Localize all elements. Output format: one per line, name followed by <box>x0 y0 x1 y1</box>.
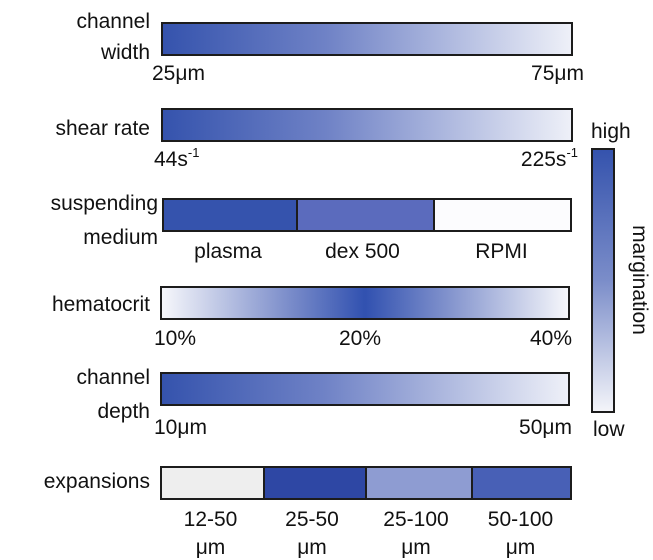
margination-scale-bar <box>591 148 615 413</box>
expansions-bar <box>160 466 572 500</box>
channel-width-low-label: 25μm <box>152 62 205 85</box>
expansion-label-25-50-line2: μm <box>297 536 327 559</box>
expansion-segment-25-50 <box>263 468 365 498</box>
channel-depth-label-line2: depth <box>97 400 150 423</box>
shear-rate-label: shear rate <box>55 117 150 140</box>
hematocrit-bar <box>160 286 570 320</box>
expansion-segment-25-100 <box>365 468 471 498</box>
expansion-segment-12-50 <box>162 468 263 498</box>
medium-label-rpmi: RPMI <box>475 240 528 263</box>
expansion-label-25-100-line1: 25-100 <box>383 508 449 531</box>
shear-rate-low-label: 44s-1 <box>154 145 200 171</box>
hematocrit-tick-10: 10% <box>154 327 197 350</box>
expansion-label-25-50-line1: 25-50 <box>285 508 339 531</box>
medium-segment-plasma <box>164 200 296 230</box>
scale-low-label: low <box>593 418 625 441</box>
medium-segment-dex500 <box>296 200 433 230</box>
suspending-medium-bar <box>162 198 572 232</box>
expansion-label-12-50-line1: 12-50 <box>183 508 238 531</box>
channel-width-bar <box>161 22 573 56</box>
hematocrit-label: hematocrit <box>51 293 150 316</box>
medium-label-plasma: plasma <box>194 240 262 263</box>
shear-rate-bar <box>161 108 573 142</box>
expansion-segment-50-100 <box>471 468 570 498</box>
medium-segment-rpmi <box>433 200 570 230</box>
shear-rate-high-label: 225s-1 <box>520 145 578 171</box>
scale-axis-label: margination <box>628 225 651 335</box>
expansions-label: expansions <box>43 470 150 493</box>
channel-width-high-label: 75μm <box>531 62 584 85</box>
channel-width-label-line2: width <box>100 41 150 64</box>
channel-depth-high-label: 50μm <box>519 416 572 439</box>
expansion-label-12-50-line2: μm <box>195 536 226 559</box>
channel-depth-label-line1: channel <box>76 366 150 389</box>
medium-label-dex500: dex 500 <box>325 240 400 263</box>
expansion-label-50-100-line1: 50-100 <box>487 508 554 531</box>
expansion-label-50-100-line2: μm <box>505 536 536 559</box>
channel-depth-bar <box>160 372 570 406</box>
hematocrit-tick-40: 40% <box>529 327 572 350</box>
expansion-label-25-100-line2: μm <box>401 536 431 559</box>
hematocrit-tick-20: 20% <box>338 327 382 350</box>
suspending-medium-label-line2: medium <box>83 226 158 249</box>
suspending-medium-label-line1: suspending <box>50 192 158 215</box>
channel-depth-low-label: 10μm <box>154 416 207 439</box>
channel-width-label-line1: channel <box>76 10 150 33</box>
scale-high-label: high <box>591 120 631 143</box>
